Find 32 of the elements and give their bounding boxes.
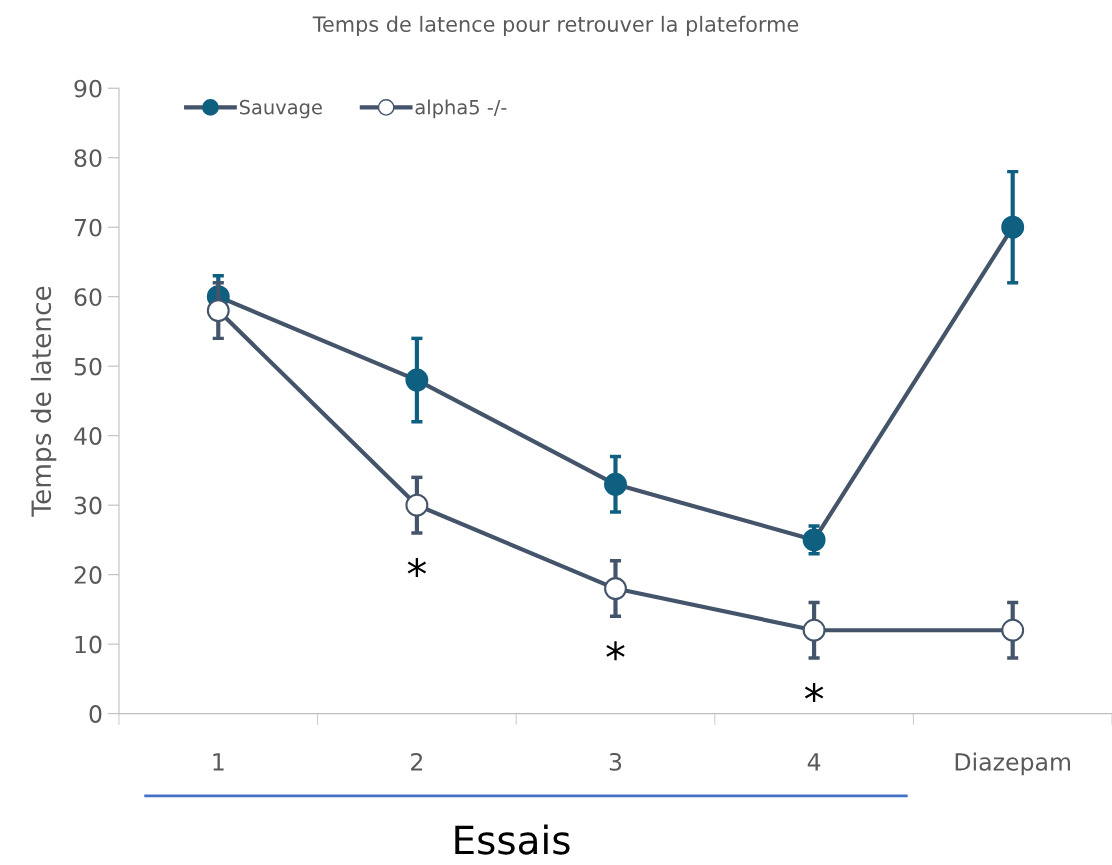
y-tick-label: 60 — [74, 288, 102, 306]
point — [802, 618, 826, 642]
y-tick-label: 90 — [74, 79, 102, 98]
point — [1001, 215, 1025, 239]
point — [802, 528, 826, 552]
x-tick-label: 1 — [213, 753, 224, 771]
y-tick-label: 40 — [74, 427, 102, 445]
y-tick-label: 0 — [89, 705, 102, 723]
annotation: * — [804, 683, 824, 703]
y-tick-label: 50 — [74, 357, 102, 376]
legend-label: Sauvage — [239, 99, 322, 119]
x-tick-label: Diazepam — [955, 752, 1070, 776]
point — [405, 368, 429, 392]
x-axis-title: Essais — [455, 824, 570, 855]
annotation: * — [606, 641, 625, 661]
x-tick-label: 2 — [411, 752, 423, 771]
y-tick-label: 20 — [74, 566, 102, 584]
y-tick-label: 10 — [75, 635, 102, 654]
point — [604, 472, 627, 496]
x-tick-label: 3 — [609, 752, 622, 771]
point — [405, 493, 429, 517]
y-tick-label: 30 — [74, 496, 102, 515]
annotation: * — [407, 557, 427, 577]
y-axis-title: Temps de latence — [30, 286, 57, 517]
legend-label: alpha5 -/- — [415, 99, 507, 119]
y-tick-label: 80 — [74, 149, 102, 168]
point — [206, 299, 230, 323]
point — [1001, 618, 1025, 642]
point — [604, 577, 627, 600]
y-tick-label: 70 — [74, 218, 102, 237]
chart-title: Temps de latence pour retrouver la plateforme — [312, 15, 799, 37]
x-tick-label: 4 — [807, 753, 821, 771]
